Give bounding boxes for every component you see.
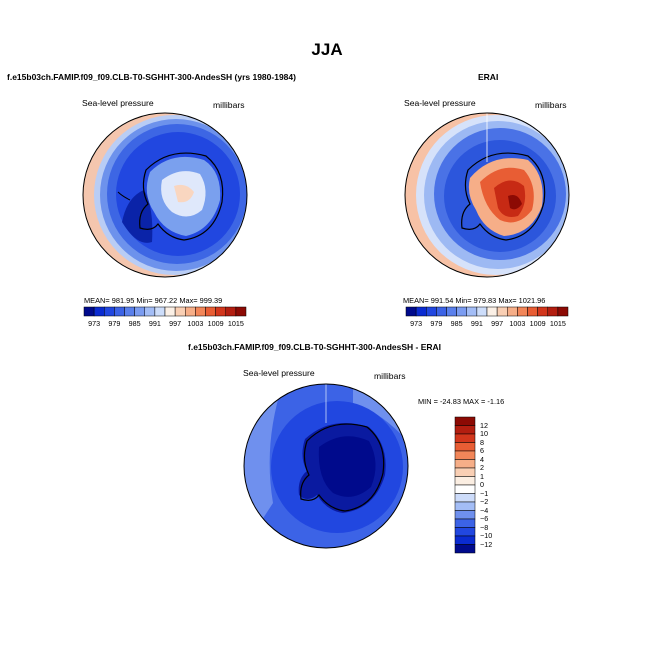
colorbar-tick-label: 1003 bbox=[509, 319, 526, 328]
colorbar-swatch bbox=[454, 476, 476, 486]
colorbar-tick-label: 4 bbox=[480, 454, 484, 464]
colorbar-tick-label: 1015 bbox=[227, 319, 244, 328]
colorbar-tick-label: 0 bbox=[480, 480, 484, 489]
colorbar-swatch bbox=[454, 450, 476, 460]
panel-3-variable-label: Sea-level pressure bbox=[243, 368, 315, 378]
colorbar-swatch bbox=[454, 416, 476, 426]
colorbar-tick-label: 979 bbox=[430, 319, 443, 328]
panel-1-stats: MEAN= 981.95 Min= 967.22 Max= 999.39 bbox=[84, 296, 223, 305]
colorbar-swatch bbox=[225, 306, 237, 317]
colorbar-swatch bbox=[454, 484, 476, 494]
colorbar-swatch bbox=[185, 306, 196, 317]
colorbar-swatch bbox=[527, 306, 538, 317]
colorbar-tick-label: 997 bbox=[491, 319, 504, 328]
panel-1-units-label: millibars bbox=[213, 100, 245, 110]
colorbar-swatch bbox=[466, 306, 478, 317]
panel-3-stats: MIN = -24.83 MAX = -1.16 bbox=[418, 397, 505, 406]
colorbar-tick-label: 1009 bbox=[529, 319, 546, 328]
colorbar-tick-label: 2 bbox=[480, 463, 484, 472]
colorbar-swatch bbox=[486, 306, 498, 317]
colorbar-swatch bbox=[454, 493, 476, 503]
colorbar-swatch bbox=[174, 306, 186, 317]
colorbar-swatch bbox=[496, 306, 508, 317]
colorbar-swatch bbox=[454, 544, 476, 554]
colorbar-tick-label: 1 bbox=[480, 471, 484, 481]
colorbar-tick-label: 6 bbox=[480, 446, 484, 455]
colorbar-swatch bbox=[235, 306, 247, 317]
figure-title: JJA bbox=[311, 40, 343, 59]
colorbar-tick-label: −8 bbox=[480, 522, 489, 532]
colorbar-swatch bbox=[557, 306, 569, 317]
colorbar-tick-label: 1003 bbox=[187, 319, 204, 328]
colorbar-tick-label: 991 bbox=[470, 319, 483, 328]
colorbar-swatch bbox=[164, 306, 176, 317]
colorbar-swatch bbox=[93, 306, 105, 317]
colorbar-swatch bbox=[205, 306, 216, 317]
colorbar-swatch bbox=[215, 306, 226, 317]
colorbar-swatch bbox=[134, 306, 145, 317]
panel-1-colorbar bbox=[83, 306, 247, 317]
colorbar-swatch bbox=[426, 306, 437, 317]
colorbar-swatch bbox=[446, 306, 457, 317]
colorbar-tick-label: 10 bbox=[480, 429, 488, 438]
colorbar-swatch bbox=[124, 306, 135, 317]
colorbar-tick-label: 997 bbox=[169, 319, 182, 328]
panel-2-colorbar bbox=[405, 306, 569, 317]
panel-3-colorbar bbox=[454, 416, 476, 554]
colorbar-tick-label: −1 bbox=[480, 488, 489, 498]
colorbar-swatch bbox=[154, 306, 166, 317]
colorbar-swatch bbox=[454, 510, 476, 520]
colorbar-swatch bbox=[114, 306, 125, 317]
panel-2-polar-map bbox=[404, 112, 570, 278]
colorbar-swatch bbox=[454, 442, 476, 452]
colorbar-swatch bbox=[454, 518, 476, 528]
colorbar-swatch bbox=[405, 306, 417, 317]
colorbar-swatch bbox=[517, 306, 528, 317]
colorbar-swatch bbox=[415, 306, 427, 317]
colorbar-swatch bbox=[104, 306, 115, 317]
colorbar-tick-label: 8 bbox=[480, 437, 484, 447]
colorbar-tick-label: −4 bbox=[480, 505, 489, 515]
colorbar-swatch bbox=[537, 306, 548, 317]
panel-2-units-label: millibars bbox=[535, 100, 567, 110]
panel-2-variable-label: Sea-level pressure bbox=[404, 98, 476, 108]
colorbar-swatch bbox=[454, 425, 476, 435]
colorbar-tick-label: 1015 bbox=[549, 319, 566, 328]
panel-1-polar-map bbox=[82, 112, 248, 278]
colorbar-swatch bbox=[144, 306, 156, 317]
colorbar-swatch bbox=[195, 306, 206, 317]
colorbar-swatch bbox=[547, 306, 559, 317]
colorbar-swatch bbox=[454, 535, 476, 545]
colorbar-swatch bbox=[454, 433, 476, 443]
panel-1-title: f.e15b03ch.FAMIP.f09_f09.CLB-T0-SGHHT-30… bbox=[7, 72, 296, 82]
colorbar-tick-label: 973 bbox=[88, 319, 101, 328]
colorbar-tick-label: 979 bbox=[108, 319, 121, 328]
colorbar-swatch bbox=[476, 306, 488, 317]
colorbar-swatch bbox=[456, 306, 467, 317]
panel-3-title: f.e15b03ch.FAMIP.f09_f09.CLB-T0-SGHHT-30… bbox=[188, 342, 442, 352]
colorbar-swatch bbox=[454, 527, 476, 537]
colorbar-swatch bbox=[436, 306, 447, 317]
colorbar-tick-label: 991 bbox=[148, 319, 161, 328]
colorbar-tick-label: −6 bbox=[480, 514, 489, 523]
colorbar-tick-label: −2 bbox=[480, 497, 489, 506]
panel-3-units-label: millibars bbox=[374, 371, 406, 381]
panel-3-polar-map bbox=[243, 383, 409, 549]
colorbar-swatch bbox=[454, 467, 476, 477]
colorbar-tick-label: −10 bbox=[480, 531, 493, 540]
colorbar-tick-label: 985 bbox=[450, 319, 463, 328]
colorbar-swatch bbox=[454, 459, 476, 469]
colorbar-tick-label: −12 bbox=[480, 539, 493, 549]
panel-1-variable-label: Sea-level pressure bbox=[82, 98, 154, 108]
colorbar-tick-label: 12 bbox=[480, 420, 488, 430]
colorbar-tick-label: 985 bbox=[128, 319, 141, 328]
colorbar-swatch bbox=[454, 501, 476, 511]
colorbar-tick-label: 973 bbox=[410, 319, 423, 328]
colorbar-tick-label: 1009 bbox=[207, 319, 224, 328]
colorbar-swatch bbox=[507, 306, 518, 317]
colorbar-swatch bbox=[83, 306, 95, 317]
panel-2-title: ERAI bbox=[478, 72, 499, 82]
panel-2-stats: MEAN= 991.54 Min= 979.83 Max= 1021.96 bbox=[403, 296, 546, 305]
